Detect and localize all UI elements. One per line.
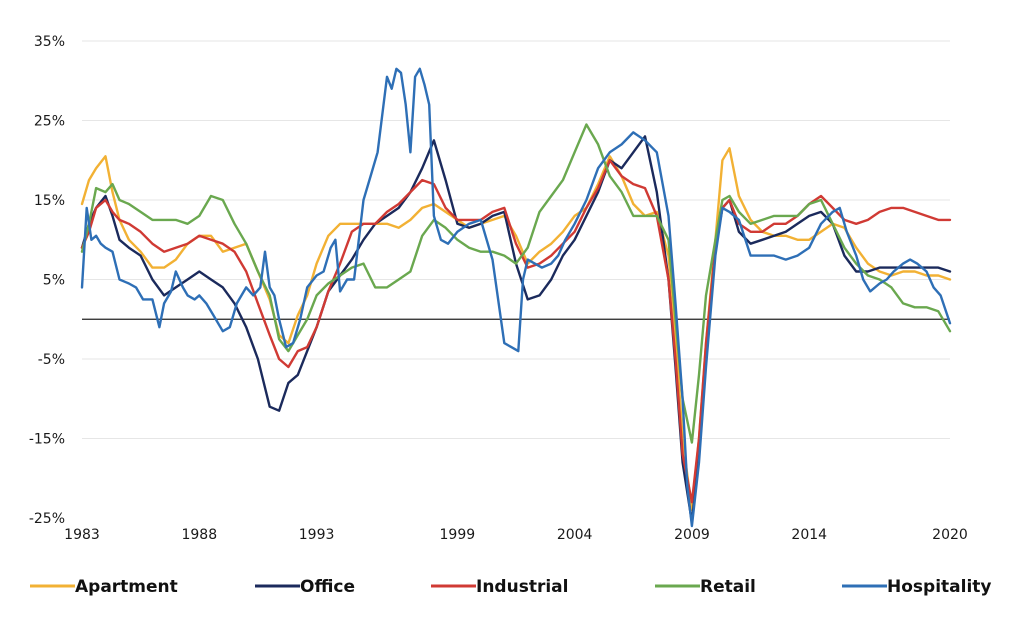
legend-label: Office bbox=[300, 577, 355, 597]
series-line-office bbox=[80, 135, 952, 524]
legend-item-office: Office bbox=[255, 577, 355, 597]
y-tick-label: -25% bbox=[29, 511, 65, 527]
legend-label: Retail bbox=[700, 577, 756, 597]
series-line-retail bbox=[80, 123, 952, 444]
x-tick-label: 2020 bbox=[932, 527, 968, 543]
x-tick-label: 1999 bbox=[440, 527, 476, 543]
legend-label: Apartment bbox=[75, 577, 178, 597]
legend-label: Industrial bbox=[476, 577, 568, 597]
x-tick-label: 2014 bbox=[791, 527, 827, 543]
x-tick-label: 1993 bbox=[299, 527, 335, 543]
y-tick-label: 15% bbox=[34, 193, 65, 209]
legend-item-industrial: Industrial bbox=[431, 577, 568, 597]
y-tick-label: -5% bbox=[38, 352, 65, 368]
series-line-hospitality bbox=[80, 67, 952, 528]
legend-item-apartment: Apartment bbox=[30, 577, 178, 597]
y-tick-label: 25% bbox=[34, 114, 65, 130]
gridlines bbox=[82, 40, 950, 439]
series-line-apartment bbox=[80, 147, 952, 512]
legend-item-retail: Retail bbox=[655, 577, 756, 597]
series-lines bbox=[80, 67, 952, 528]
y-tick-label: 35% bbox=[34, 34, 65, 50]
x-axis-ticks: 1983 1988 1993 1999 2004 2009 2014 2020 bbox=[64, 527, 968, 543]
x-tick-label: 1983 bbox=[64, 527, 100, 543]
legend-item-hospitality: Hospitality bbox=[842, 577, 991, 597]
legend: Apartment Office Industrial Retail Hospitali… bbox=[30, 577, 991, 597]
series-line-industrial bbox=[80, 159, 952, 504]
y-tick-label: -15% bbox=[29, 432, 65, 448]
y-axis-ticks: 35% 25% 15% 5% -5% -15% -25% bbox=[29, 34, 65, 527]
legend-label: Hospitality bbox=[887, 577, 991, 597]
x-tick-label: 1988 bbox=[181, 527, 217, 543]
x-tick-label: 2009 bbox=[674, 527, 710, 543]
x-tick-label: 2004 bbox=[557, 527, 593, 543]
y-tick-label: 5% bbox=[43, 273, 65, 289]
